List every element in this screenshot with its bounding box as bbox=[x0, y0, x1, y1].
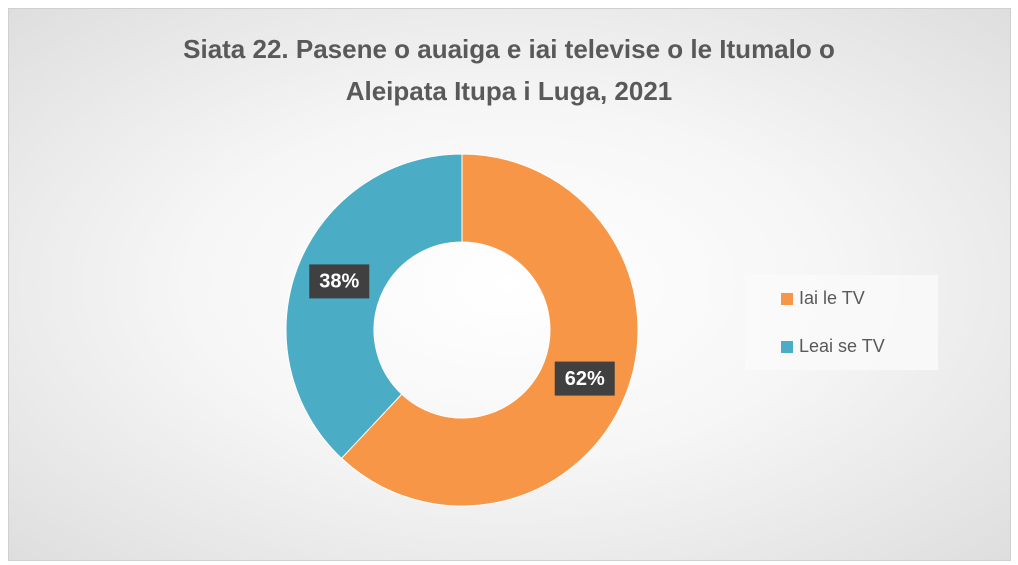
data-label: 62% bbox=[565, 368, 605, 390]
legend-label: Iai le TV bbox=[799, 288, 865, 308]
donut-segment bbox=[340, 153, 639, 507]
legend-swatch bbox=[781, 341, 793, 353]
data-label-box bbox=[554, 361, 615, 396]
chart-title: Siata 22. Pasene o auaiga e iai televise… bbox=[183, 34, 835, 106]
legend-label: Leai se TV bbox=[799, 336, 885, 356]
data-label-box bbox=[309, 264, 370, 299]
donut-segment bbox=[285, 153, 463, 460]
data-label: 38% bbox=[319, 271, 359, 293]
legend-swatch bbox=[781, 293, 793, 305]
legend-box bbox=[745, 275, 938, 370]
